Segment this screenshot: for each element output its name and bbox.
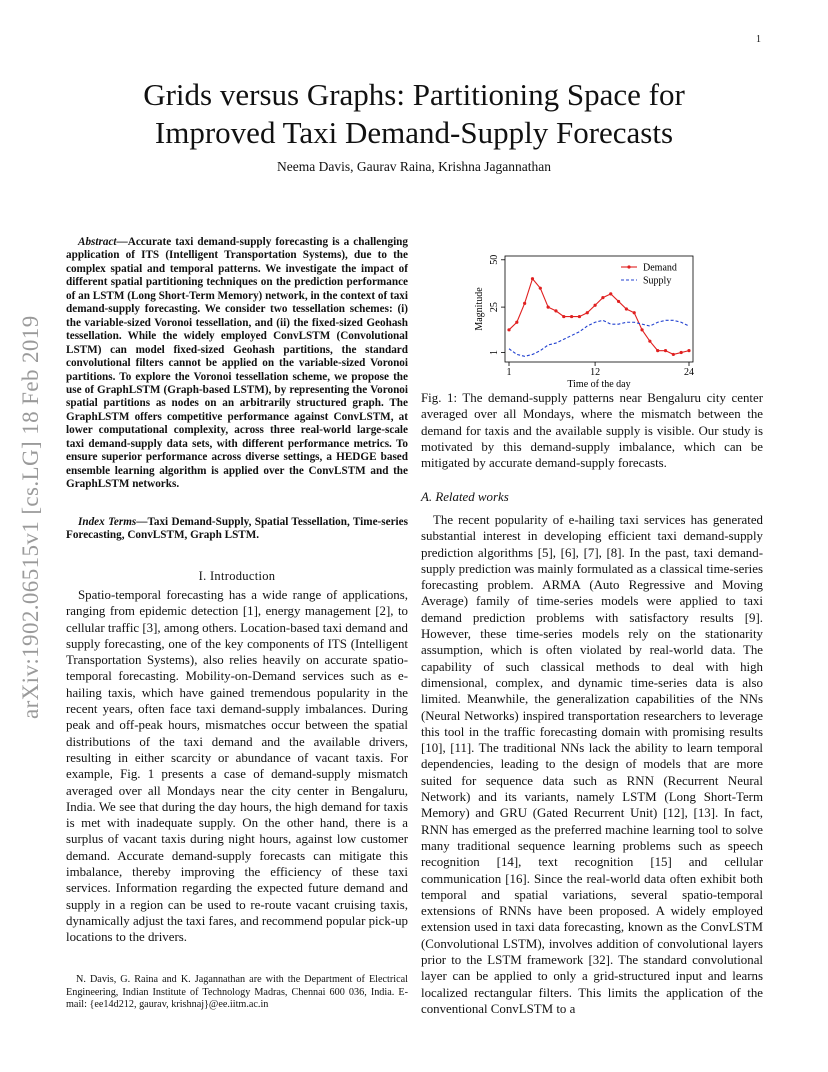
data-point-demand — [601, 296, 605, 300]
data-point-demand — [530, 277, 535, 281]
data-point-demand — [554, 309, 558, 313]
data-point-demand — [616, 299, 621, 304]
data-point-demand — [663, 349, 668, 353]
demand-supply-chart: 1 12 24 1 25 50 Time of the day Magnitude Demand… — [474, 255, 694, 390]
x-tick-label: 1 — [507, 367, 512, 378]
data-point-demand — [523, 301, 527, 305]
data-point-demand — [570, 314, 574, 319]
legend-label-supply: Supply — [643, 276, 671, 287]
arxiv-stamp: arXiv:1902.06515v1 [cs.LG] 18 Feb 2019 — [18, 315, 43, 719]
data-point-demand — [577, 314, 582, 319]
author-list: Neema Davis, Gaurav Raina, Krishna Jagan… — [276, 159, 552, 174]
abstract-label: Abstract — [78, 236, 117, 248]
data-point-demand — [640, 328, 644, 332]
plot-frame — [504, 255, 694, 363]
data-point-demand — [624, 307, 628, 311]
index-terms-label: Index Terms — [78, 516, 137, 528]
legend-marker — [627, 265, 631, 269]
abstract: Abstract—Accurate taxi demand-supply for… — [66, 236, 408, 492]
page-number: 1 — [756, 34, 761, 45]
data-point-demand — [648, 339, 652, 343]
y-tick-label: 50 — [489, 255, 500, 265]
title-line-2: Improved Taxi Demand-Supply Forecasts — [154, 115, 674, 150]
data-point-demand — [538, 286, 542, 290]
data-point-demand — [679, 350, 683, 355]
x-tick-label: 12 — [590, 367, 600, 378]
data-point-demand — [687, 349, 691, 353]
index-terms-text: —Taxi Demand-Supply, Spatial Tessellatio… — [66, 516, 408, 542]
intro-paragraph: Spatio-temporal forecasting has a wide r… — [66, 588, 408, 945]
data-point-demand — [546, 305, 550, 309]
x-axis-label: Time of the day — [567, 379, 630, 390]
title-line-1: Grids versus Graphs: Partitioning Space … — [143, 77, 685, 112]
data-point-demand — [632, 311, 636, 315]
index-terms: Index Terms—Taxi Demand-Supply, Spatial … — [66, 516, 408, 543]
section-heading: I. Introduction — [198, 569, 276, 583]
subsection-heading: A. Related works — [421, 490, 509, 504]
abstract-text: —Accurate taxi demand-supply forecasting… — [66, 236, 409, 491]
data-point-demand — [656, 349, 660, 353]
paper-title: Grids versus Graphs: Partitioning Space … — [80, 76, 748, 152]
figure-caption: Fig. 1: The demand-supply patterns near … — [421, 391, 763, 471]
x-tick-label: 24 — [684, 367, 694, 378]
data-point-demand — [507, 328, 511, 332]
data-point-demand — [515, 320, 519, 324]
legend-label-demand: Demand — [643, 263, 677, 274]
footnote: N. Davis, G. Raina and K. Jagannathan ar… — [66, 974, 408, 1011]
related-works-paragraph: The recent popularity of e-hailing taxi … — [421, 513, 763, 1016]
data-point-demand — [671, 352, 675, 357]
y-axis-label: Magnitude — [474, 287, 485, 331]
data-point-demand — [609, 292, 613, 296]
data-point-demand — [593, 303, 597, 307]
series-line-demand — [508, 277, 690, 356]
series-line-supply — [508, 319, 690, 357]
y-tick-label: 1 — [489, 350, 500, 355]
y-tick-label: 25 — [489, 302, 500, 312]
data-point-demand — [585, 311, 589, 315]
data-point-demand — [562, 314, 566, 319]
